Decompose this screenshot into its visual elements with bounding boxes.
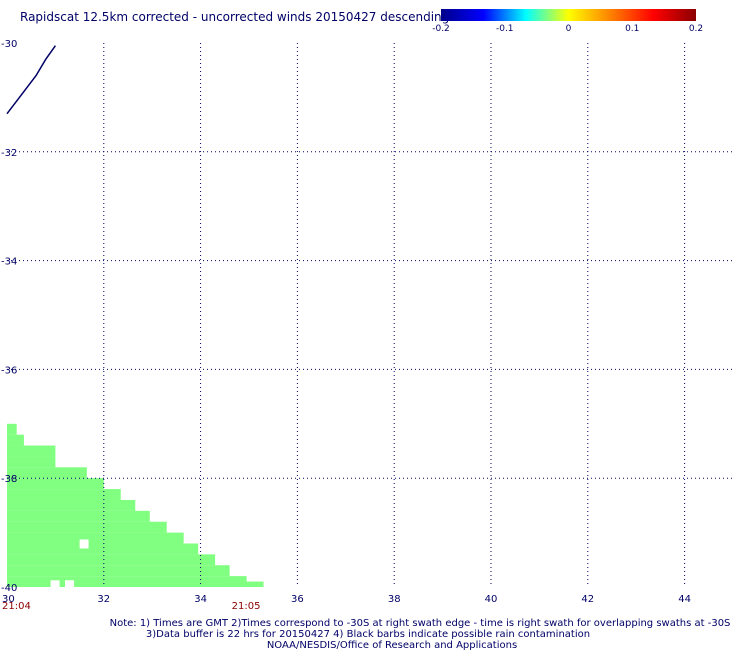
swath-cell-row — [7, 510, 150, 522]
colorbar-tick-label: 0.1 — [625, 24, 639, 34]
x-tick-label: 40 — [485, 594, 498, 605]
x-tick-label: 44 — [678, 594, 691, 605]
colorbar-gradient — [441, 9, 696, 21]
y-tick-label: -30 — [1, 39, 17, 50]
swath-cell-row — [7, 456, 56, 468]
x-tick-label: 34 — [194, 594, 207, 605]
swath-gap — [50, 580, 60, 590]
y-tick-label: -38 — [1, 474, 17, 485]
colorbar-tick-label: -0.1 — [496, 24, 514, 34]
swath-gap — [79, 539, 89, 549]
y-tick-label: -34 — [1, 257, 17, 268]
swath-cell-row — [7, 478, 104, 490]
x-tick-label: 38 — [388, 594, 401, 605]
swath-cell-row — [7, 423, 17, 435]
x-tick-label: 30 — [2, 594, 15, 605]
colorbar-tick-label: -0.2 — [432, 24, 450, 34]
swath-cell-row — [7, 565, 230, 577]
chart-title: Rapidscat 12.5km corrected - uncorrected… — [20, 10, 449, 24]
swath-cell-row — [7, 434, 24, 446]
time-labels: 21:04 21:05 — [2, 601, 261, 612]
y-axis-ticks: -30 -32 -34 -36 -38 -40 — [1, 39, 17, 594]
time-label: 21:04 — [2, 601, 31, 612]
time-label: 21:05 — [232, 601, 261, 612]
swath-cell-row — [7, 489, 121, 500]
swath-cell-row — [7, 467, 87, 479]
y-tick-label: -40 — [1, 583, 17, 594]
coastline — [6, 45, 57, 115]
plot-area: -30 -32 -34 -36 -38 -40 30 32 34 36 38 40 42 44 21:0… — [1, 39, 733, 612]
colorbar-legend: -0.2 -0.1 0 0.1 0.2 — [432, 9, 703, 34]
x-tick-label: 42 — [581, 594, 594, 605]
colorbar-tick-label: 0 — [566, 24, 572, 34]
note-line-1: Note: 1) Times are GMT 2)Times correspon… — [110, 618, 731, 629]
swath-cell-row — [7, 445, 56, 457]
swath-cell-row — [7, 521, 167, 533]
note-line-3: NOAA/NESDIS/Office of Research and Appli… — [267, 640, 517, 650]
swath-cell-row — [7, 543, 199, 555]
note-line-2: 3)Data buffer is 22 hrs for 20150427 4) … — [146, 629, 590, 640]
y-tick-label: -36 — [1, 365, 17, 376]
swath-cell-row — [7, 554, 216, 566]
x-tick-label: 32 — [97, 594, 110, 605]
y-tick-label: -32 — [1, 148, 17, 159]
swath-gap — [65, 580, 75, 590]
swath-cell-row — [7, 499, 136, 511]
x-axis-ticks: 30 32 34 36 38 40 42 44 — [2, 594, 691, 605]
grid-lines — [7, 43, 733, 587]
swath-cell-row — [7, 581, 264, 587]
wind-swath — [7, 423, 264, 587]
x-tick-label: 36 — [291, 594, 304, 605]
footnotes: Note: 1) Times are GMT 2)Times correspon… — [110, 618, 731, 650]
swath-cell-row — [7, 532, 184, 544]
colorbar-tick-label: 0.2 — [689, 24, 703, 34]
